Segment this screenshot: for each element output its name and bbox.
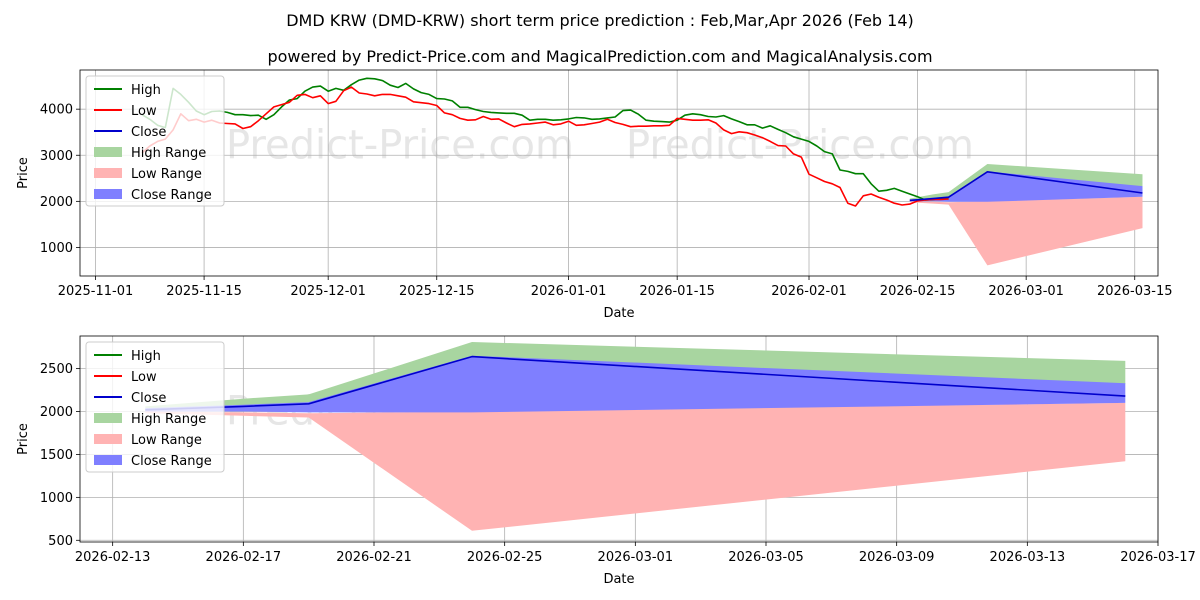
x-tick-label: 2026-02-01 [771, 284, 847, 299]
x-tick-label: 2026-01-01 [531, 284, 607, 299]
y-tick-label: 1500 [40, 448, 73, 463]
x-tick-label: 2026-03-01 [988, 284, 1064, 299]
low-series-line [141, 86, 949, 207]
legend-label-close-range: Close Range [131, 188, 212, 203]
legend-label-high-range: High Range [131, 412, 206, 427]
panel-top: Predict-Price.com Predict-Price.com 2025-1… [16, 69, 1173, 321]
x-tick-label: 2026-02-17 [206, 550, 282, 565]
legend-label-high: High [131, 83, 161, 98]
plot-frame [79, 335, 1159, 543]
close-range-band [145, 355, 1126, 413]
plot-area [141, 77, 1143, 266]
legend-swatch-low-range [94, 434, 122, 444]
legend-swatch-close-range [94, 189, 122, 199]
low-range-band [909, 196, 1143, 266]
close-series-line [909, 171, 1143, 202]
high-series-line [141, 77, 949, 201]
x-tick-label: 2026-03-15 [1097, 284, 1173, 299]
x-tick-label: 2025-12-01 [290, 284, 366, 299]
legend-label-close: Close [131, 391, 166, 406]
legend-swatch-low-range [94, 168, 122, 178]
x-tick-label: 2026-02-15 [880, 284, 956, 299]
high-range-band [909, 164, 1143, 201]
watermark-left: Predict-Price.com [226, 123, 574, 169]
x-tick-label: 2026-02-25 [467, 550, 543, 565]
x-tick-label: 2025-12-15 [399, 284, 475, 299]
y-tick-label: 2000 [40, 195, 73, 210]
y-tick-label: 1000 [40, 491, 73, 506]
y-axis-label: Price [16, 423, 31, 455]
x-tick-label: 2026-03-13 [990, 550, 1066, 565]
high-range-band [145, 342, 1126, 411]
plot-area [145, 342, 1126, 531]
x-tick-label: 2025-11-01 [58, 284, 134, 299]
x-tick-label: 2026-03-05 [728, 550, 804, 565]
legend-label-close-range: Close Range [131, 454, 212, 469]
y-tick-label: 1000 [40, 241, 73, 256]
legend-swatch-close-range [94, 455, 122, 465]
legend-label-high-range: High Range [131, 146, 206, 161]
y-axis-label: Price [16, 157, 31, 189]
legend-label-low-range: Low Range [131, 167, 202, 182]
legend-label-low: Low [131, 104, 157, 119]
x-axis-label: Date [603, 572, 634, 587]
low-range-band [145, 402, 1126, 531]
chart-title: DMD KRW (DMD-KRW) short term price predi… [286, 11, 914, 30]
x-tick-label: 2026-03-01 [598, 550, 674, 565]
y-tick-label: 3000 [40, 149, 73, 164]
legend-label-low: Low [131, 370, 157, 385]
y-tick-label: 4000 [40, 103, 73, 118]
legend-label-high: High [131, 349, 161, 364]
panel-bottom: Predict-Price.comPredict-Price.com2026-0… [16, 335, 1196, 587]
x-tick-label: 2026-03-09 [859, 550, 935, 565]
x-tick-label: 2026-01-15 [639, 284, 715, 299]
legend-swatch-high-range [94, 413, 122, 423]
legend-label-low-range: Low Range [131, 433, 202, 448]
x-tick-label: 2025-11-15 [166, 284, 242, 299]
watermark-right: Predict-Price.com [626, 123, 974, 169]
x-tick-label: 2026-02-21 [336, 550, 412, 565]
legend-label-close: Close [131, 125, 166, 140]
x-tick-label: 2026-03-17 [1120, 550, 1196, 565]
chart-subtitle: powered by Predict-Price.com and Magical… [267, 47, 932, 66]
legend-swatch-high-range [94, 147, 122, 157]
close-range-band [909, 171, 1143, 202]
plot-frame [79, 69, 1159, 277]
x-tick-label: 2026-02-13 [75, 550, 151, 565]
y-tick-label: 2500 [40, 362, 73, 377]
y-tick-label: 2000 [40, 405, 73, 420]
x-axis-label: Date [603, 306, 634, 321]
y-tick-label: 500 [48, 534, 73, 549]
